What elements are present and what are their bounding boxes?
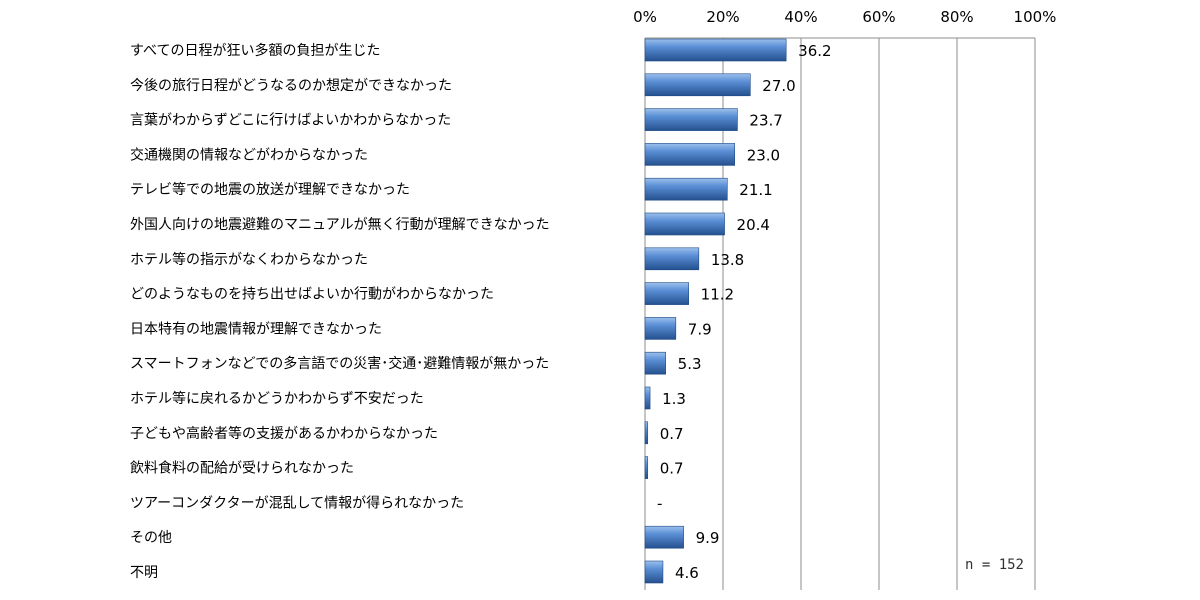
data-label: 23.0	[747, 146, 780, 164]
category-label: 今後の旅行日程がどうなるのか想定ができなかった	[130, 78, 452, 94]
data-label: 27.0	[762, 77, 795, 95]
category-label: 子どもや高齢者等の支援があるかわからなかった	[130, 425, 438, 442]
data-label: 13.8	[711, 251, 744, 269]
data-label: 5.3	[678, 355, 702, 373]
x-axis-ticks: 0% 20% 40% 60% 80% 100%	[633, 8, 1056, 26]
data-label: 0.7	[660, 425, 684, 443]
category-label: 不明	[130, 565, 158, 581]
bar	[644, 560, 664, 584]
category-label: ホテル等の指示がなくわからなかった	[130, 251, 368, 268]
category-label: 交通機関の情報などがわからなかった	[130, 146, 368, 163]
value-labels: 36.227.0 23.7 23.0 21.1 20.4 13.8 11.2 7.9 5.3 1.…	[657, 42, 832, 582]
data-label: 4.6	[675, 564, 699, 582]
category-label: スマートフォンなどでの多言語での災害･交通･避難情報が無かった	[130, 355, 549, 372]
bar	[644, 421, 649, 445]
category-label: どのようなものを持ち出せばよいか行動がわからなかった	[130, 287, 494, 303]
bar	[644, 525, 684, 549]
bar	[644, 38, 787, 62]
category-label: すべての日程が狂い多額の負担が生じた	[130, 42, 380, 59]
x-tick-label: 0%	[633, 8, 657, 26]
data-label: 20.4	[737, 216, 770, 234]
data-label: 36.2	[798, 42, 831, 60]
bar	[644, 73, 751, 97]
data-label: 23.7	[749, 112, 782, 130]
category-label: 日本特有の地震情報が理解できなかった	[130, 321, 382, 337]
category-label: 外国人向けの地震避難のマニュアルが無く行動が理解できなかった	[130, 217, 550, 233]
x-tick-label: 20%	[706, 8, 739, 26]
bar	[644, 212, 725, 236]
category-label: 飲料食料の配給が受けられなかった	[130, 460, 354, 477]
category-labels: すべての日程が狂い多額の負担が生じた今後の旅行日程がどうなるのか想定ができなかっ…	[130, 42, 550, 581]
x-tick-label: 40%	[784, 8, 817, 26]
data-label: 0.7	[660, 460, 684, 478]
category-label: テレビ等での地震の放送が理解できなかった	[130, 181, 410, 198]
bar	[644, 351, 666, 375]
bar	[644, 317, 677, 340]
x-tick-label: 60%	[862, 8, 895, 26]
data-label: 11.2	[701, 286, 734, 304]
data-label: 9.9	[696, 529, 720, 547]
category-label: その他	[130, 530, 172, 546]
data-label: 1.3	[662, 390, 686, 408]
x-tick-label: 100%	[1014, 8, 1057, 26]
data-label: 7.9	[688, 320, 712, 338]
x-tick-label: 80%	[940, 8, 973, 26]
category-label: ホテル等に戻れるかどうかわからず不安だった	[130, 390, 424, 407]
bar	[644, 456, 649, 479]
category-label: ツアーコンダクターが混乱して情報が得られなかった	[130, 494, 464, 511]
bar	[644, 247, 700, 271]
bar	[644, 143, 735, 166]
bar	[644, 177, 728, 201]
category-label: 言葉がわからずどこに行けばよいかわからなかった	[130, 113, 451, 129]
data-label: 21.1	[739, 181, 772, 199]
data-label: -	[657, 494, 662, 512]
bar	[644, 108, 738, 131]
bars	[644, 38, 787, 584]
bar	[644, 282, 689, 305]
sample-size-note: n = 152	[965, 557, 1024, 573]
bar	[644, 386, 651, 410]
